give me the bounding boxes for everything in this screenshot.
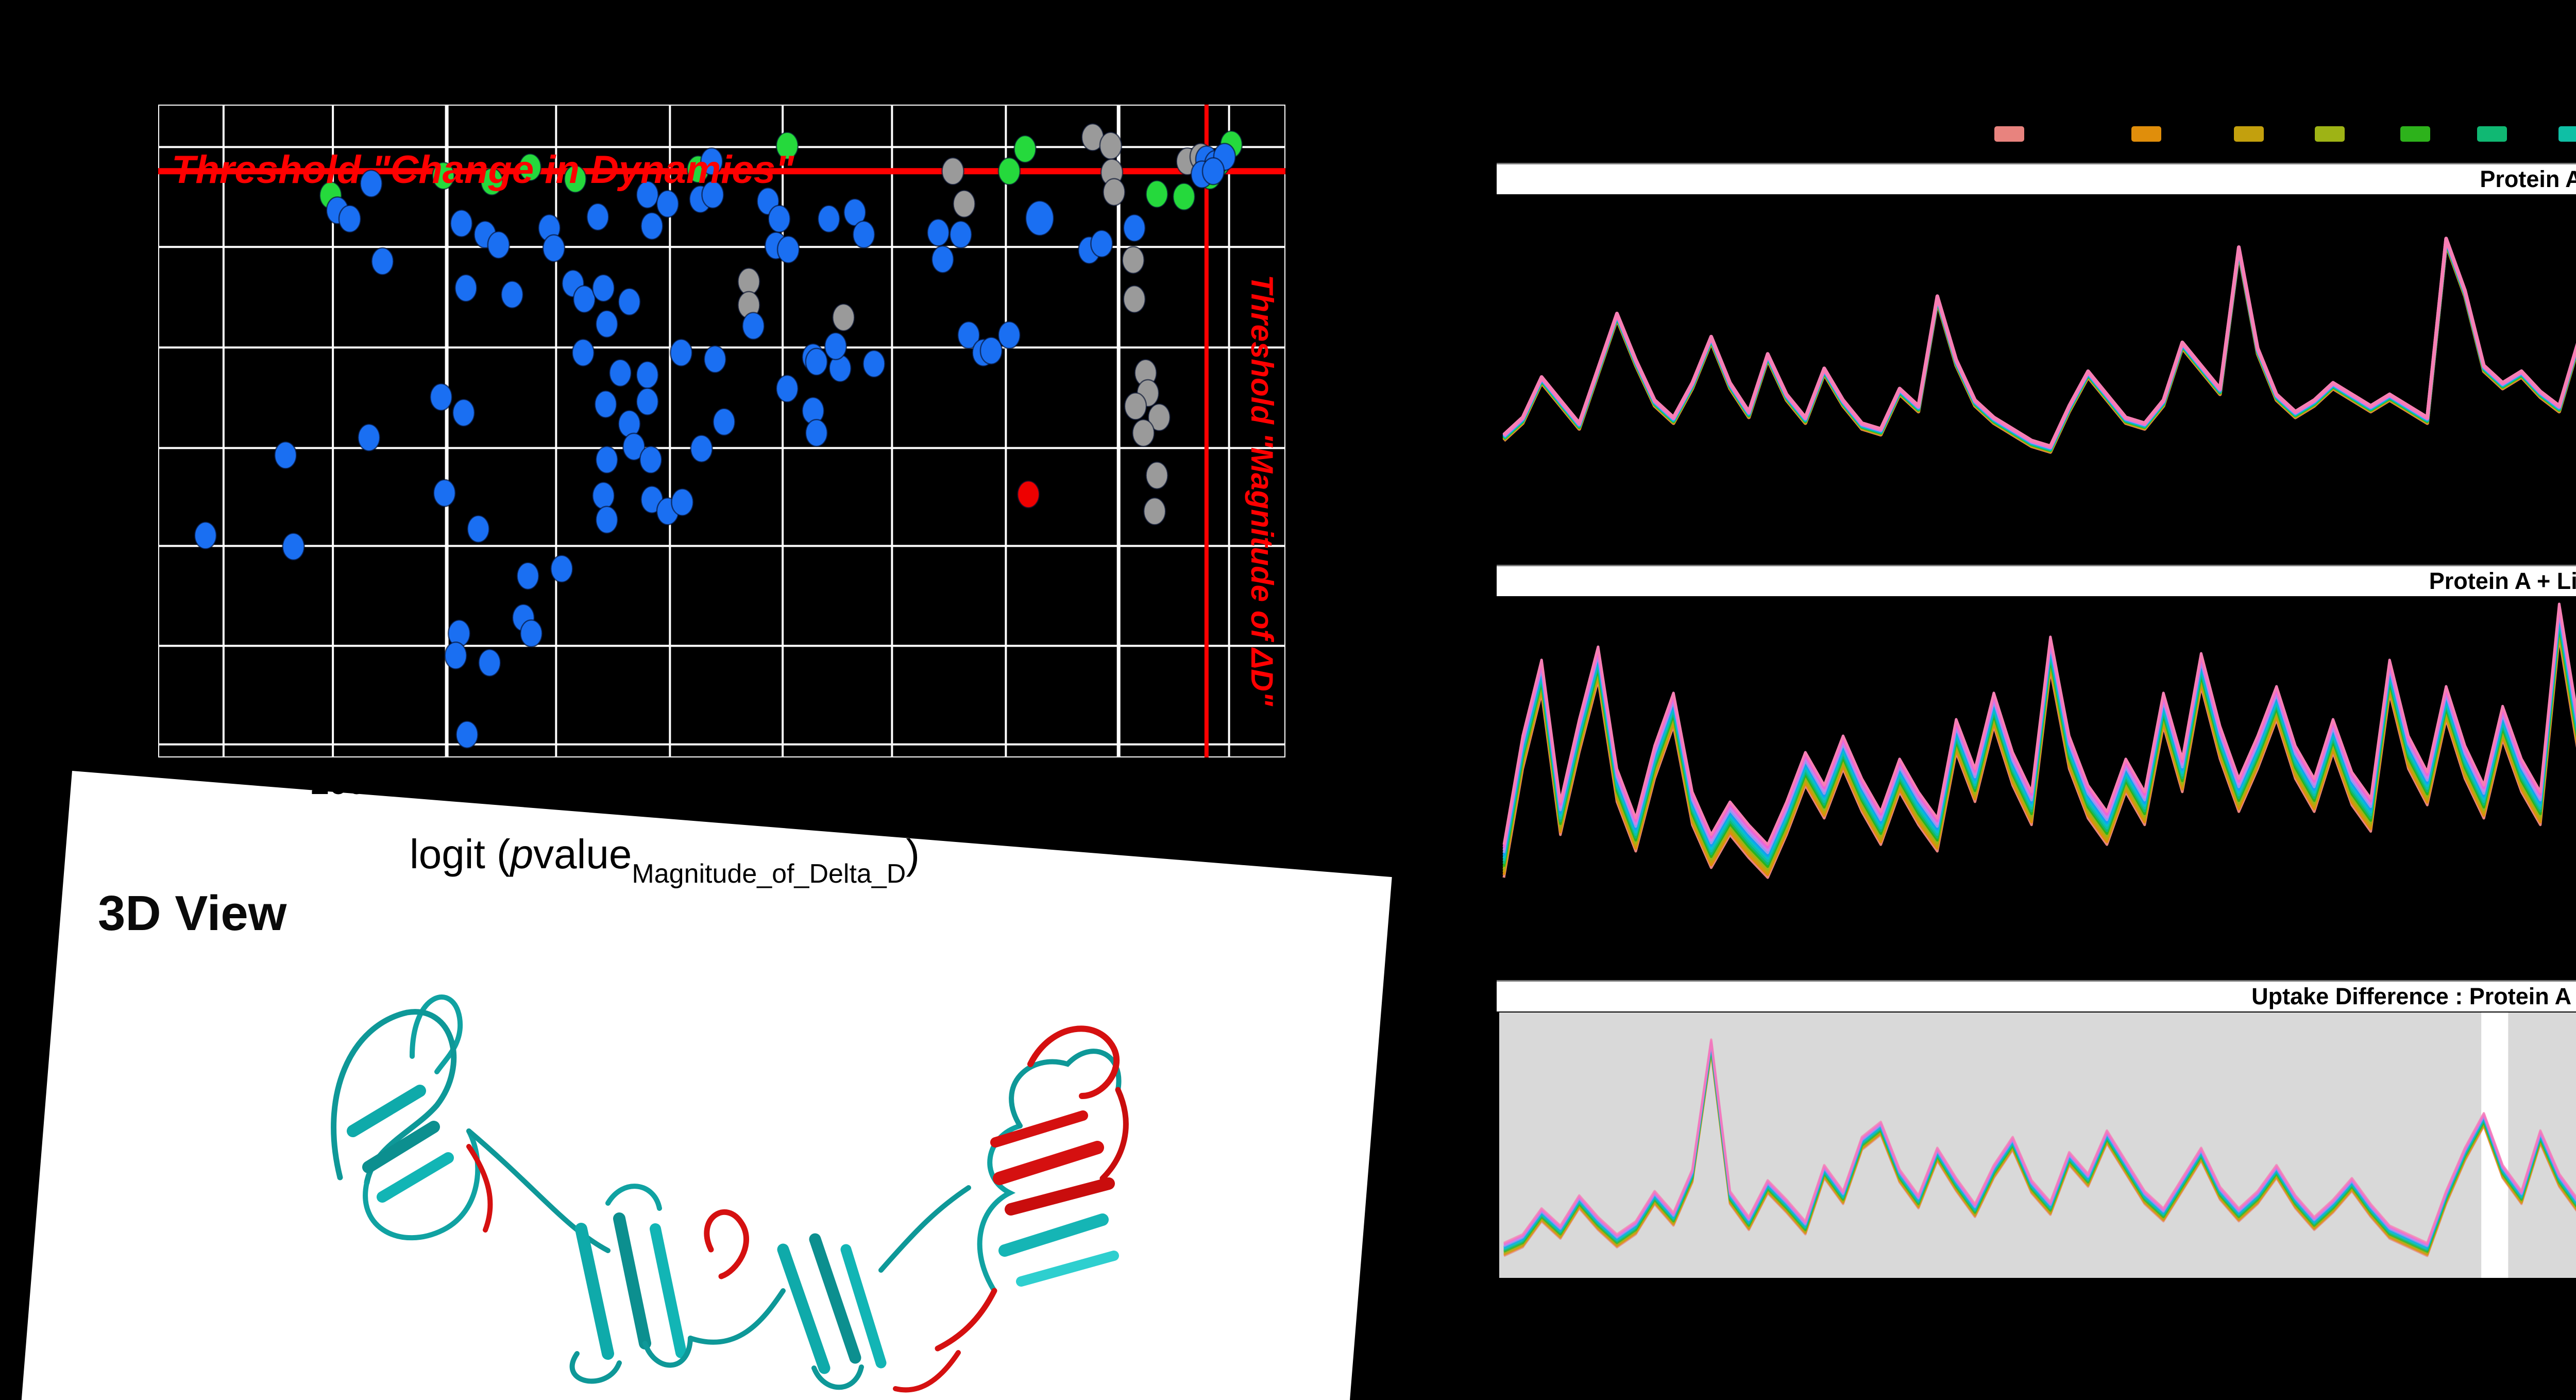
volcano-xtick--100: -100 [524, 764, 591, 801]
uptake-difference-chart[interactable] [1497, 1010, 2576, 1288]
legend-swatch-timepoint-2[interactable] [2131, 126, 2161, 142]
timepoint-legend [1497, 126, 2576, 147]
volcano-xtick--200: -200 [299, 764, 366, 801]
legend-swatch-timepoint-1[interactable] [1994, 126, 2024, 142]
volcano-scatter-plot[interactable]: Threshold "Change in Dynamics" Threshold … [158, 105, 1285, 757]
chart-title-protein-a-ligand-text: Protein A + Ligand [2429, 568, 2576, 594]
threshold-change-in-dynamics-label: Threshold "Change in Dynamics" [172, 148, 794, 192]
legend-swatch-timepoint-3[interactable] [2234, 126, 2264, 142]
ribbon-red-highlights [466, 1025, 1129, 1393]
protein-ribbon-structure[interactable] [247, 961, 1149, 1399]
legend-swatch-timepoint-7[interactable] [2558, 126, 2576, 142]
legend-swatch-timepoint-6[interactable] [2477, 126, 2507, 142]
legend-swatch-timepoint-5[interactable] [2400, 126, 2430, 142]
threshold-magnitude-of-dd-label: Threshold "Magnitude of ΔD" [1245, 275, 1279, 707]
chart-title-protein-a-ligand: Protein A + Ligand [1497, 565, 2576, 596]
volcano-xaxis-label: logit (pvalueMagnitude_of_Delta_D) [410, 831, 920, 889]
uptake-chart-protein-a-ligand[interactable] [1497, 595, 2576, 977]
chart-title-protein-a: Protein A [1497, 163, 2576, 194]
uptake-chart-protein-a[interactable] [1497, 193, 2576, 562]
3d-view-heading: 3D View [98, 886, 287, 941]
chart-title-uptake-difference: Uptake Difference : Protein A - (Protein… [1497, 980, 2576, 1011]
ribbon-teal-backbone [331, 994, 1122, 1390]
chart-title-uptake-difference-text: Uptake Difference : Protein A - (Protein… [2251, 983, 2576, 1009]
legend-swatch-timepoint-4[interactable] [2315, 126, 2345, 142]
chart-title-protein-a-text: Protein A [2480, 166, 2576, 192]
